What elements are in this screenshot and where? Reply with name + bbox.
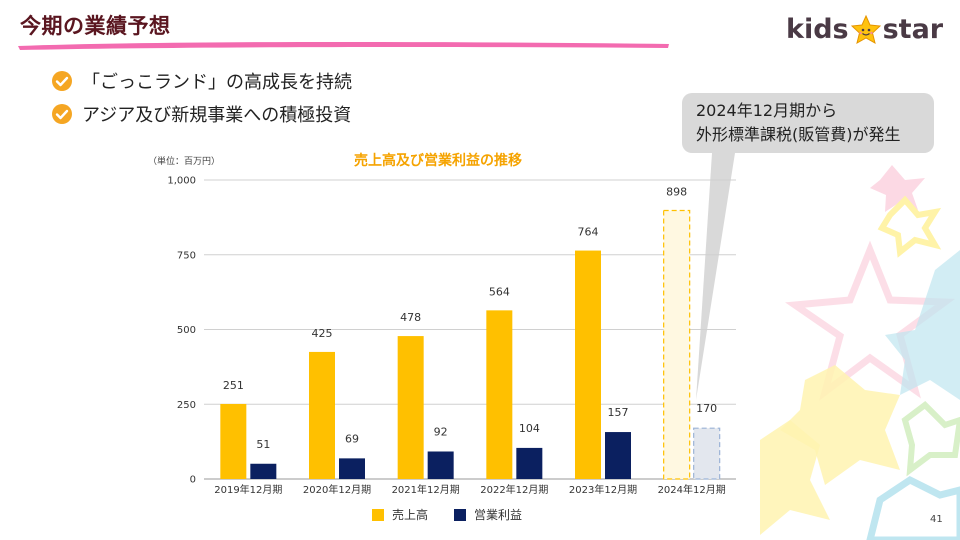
page-number: 41 [930, 514, 943, 525]
chart-legend: 売上高 営業利益 [372, 506, 548, 523]
y-tick-label: 0 [190, 475, 196, 486]
bar-profit-2020 [339, 458, 365, 479]
bar-sales-2019 [220, 403, 247, 479]
bullet-text: アジア及び新規事業への積極投資 [82, 104, 352, 126]
bullet-text: 「ごっこランド」の高成長を持続 [82, 71, 352, 93]
legend-label-profit: 営業利益 [474, 508, 523, 522]
bar-sales-2021 [397, 336, 424, 479]
data-label-profit: 104 [519, 422, 540, 435]
y-tick-label: 750 [177, 250, 196, 261]
x-tick-label: 2022年12月期 [480, 483, 548, 496]
chart-title: 売上高及び営業利益の推移 [354, 153, 522, 169]
check-circle-icon [52, 70, 72, 91]
y-tick-label: 500 [177, 325, 196, 336]
check-circle-icon [52, 103, 72, 124]
callout-pointer [696, 153, 735, 400]
legend-swatch-profit [454, 508, 467, 521]
data-label-sales: 898 [666, 185, 687, 198]
data-label-sales: 564 [489, 285, 510, 298]
unit-label: （単位：百万円） [148, 157, 221, 167]
x-tick-label: 2023年12月期 [569, 483, 637, 496]
bar-sales-2020 [309, 351, 335, 479]
data-label-sales: 251 [223, 379, 244, 392]
data-label-profit: 157 [608, 406, 629, 419]
bar-profit-2021 [427, 451, 454, 479]
callout-line-2: 外形標準課税(販管費)が発生 [696, 125, 901, 144]
bullet-item: アジア及び新規事業への積極投資 [52, 97, 352, 130]
bar-profit-2023 [605, 432, 631, 479]
callout-line-1: 2024年12月期から [696, 101, 838, 120]
title-underline [18, 41, 669, 50]
legend-swatch-sales [372, 508, 384, 521]
bar-sales-2022 [486, 310, 513, 479]
data-label-profit: 170 [696, 402, 717, 415]
data-label-profit: 51 [256, 438, 270, 451]
y-tick-label: 1,000 [167, 176, 196, 187]
bar-profit-2024 [693, 427, 721, 480]
legend-label-sales: 売上高 [392, 508, 429, 522]
data-label-profit: 69 [345, 432, 359, 445]
callout-box: 2024年12月期から 外形標準課税(販管費)が発生 [682, 93, 934, 153]
x-tick-label: 2021年12月期 [392, 483, 460, 496]
y-tick-label: 250 [177, 400, 196, 411]
bar-sales-2024 [663, 209, 691, 480]
x-tick-label: 2019年12月期 [214, 483, 282, 496]
bar-sales-2023 [575, 250, 601, 479]
data-label-sales: 764 [578, 226, 599, 239]
bullet-item: 「ごっこランド」の高成長を持続 [52, 64, 352, 97]
page-title: 今期の業績予想 [20, 14, 171, 38]
logo-text-star: star [882, 14, 944, 45]
data-label-profit: 92 [434, 425, 448, 438]
legend-item-sales: 売上高 [372, 506, 428, 523]
bar-profit-2022 [516, 447, 543, 479]
bullet-list: 「ごっこランド」の高成長を持続 アジア及び新規事業への積極投資 [52, 64, 352, 130]
legend-item-profit: 営業利益 [454, 506, 522, 523]
x-tick-label: 2020年12月期 [303, 483, 371, 496]
logo-text-kids: kids [786, 14, 849, 45]
kids-star-logo: kids star [786, 14, 943, 45]
x-tick-label: 2024年12月期 [658, 483, 726, 496]
star-face-icon [850, 14, 881, 44]
data-label-sales: 478 [400, 311, 421, 324]
data-label-sales: 425 [312, 327, 333, 340]
bar-profit-2019 [250, 463, 277, 479]
